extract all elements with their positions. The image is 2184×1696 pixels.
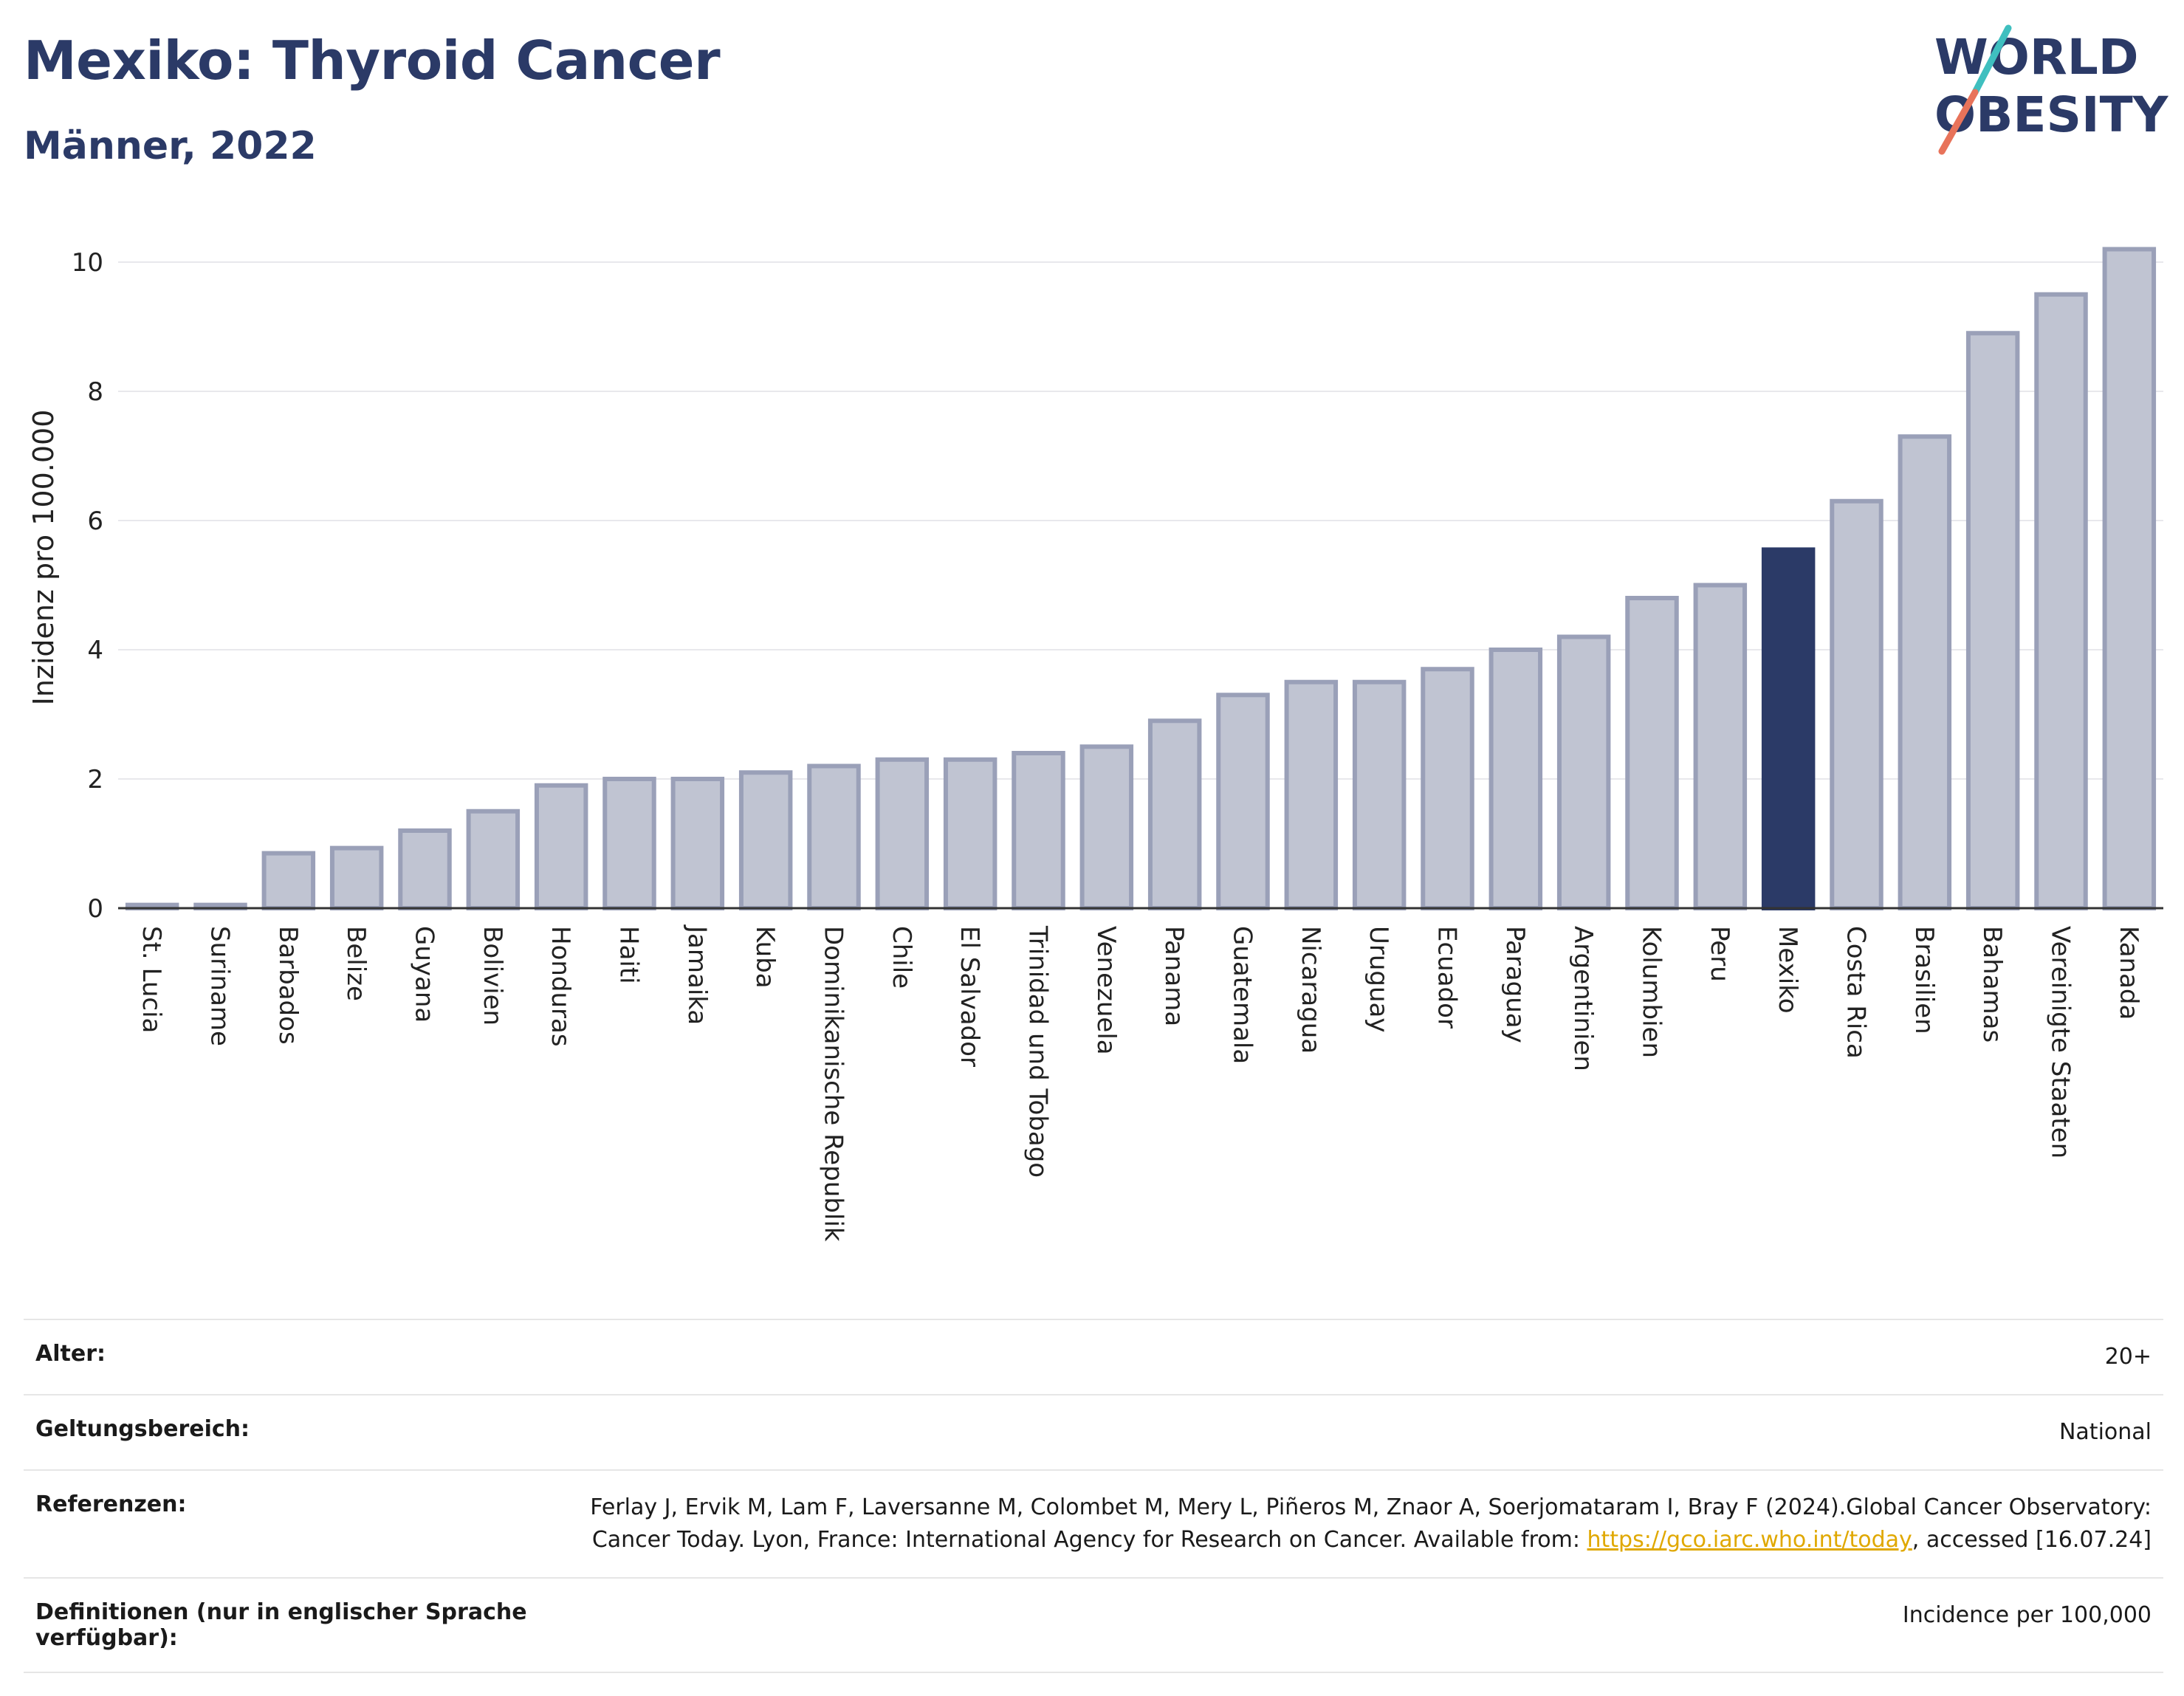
x-tick-label: Venezuela xyxy=(1091,926,1121,1055)
x-tick-label: Honduras xyxy=(546,926,575,1047)
reference-accessed: , accessed [16.07.24] xyxy=(1912,1527,2152,1553)
bar xyxy=(534,783,588,910)
y-tick-label: 0 xyxy=(87,894,103,924)
x-tick-label: Bahamas xyxy=(1977,926,2007,1043)
y-tick-label: 10 xyxy=(72,248,103,278)
y-tick-label: 4 xyxy=(87,636,103,665)
bar xyxy=(738,770,793,910)
x-tick-label: Uruguay xyxy=(1364,926,1393,1033)
bar xyxy=(1693,583,1748,910)
bar xyxy=(807,763,861,910)
y-axis-label: Inzidenz pro 100.000 xyxy=(27,410,60,706)
bar xyxy=(466,808,521,910)
bar xyxy=(875,757,930,910)
bar xyxy=(398,828,452,910)
bar xyxy=(1079,744,1134,910)
reference-text: Ferlay J, Ervik M, Lam F, Laversanne M, … xyxy=(590,1494,2152,1553)
x-tick-label: Kanada xyxy=(2114,926,2143,1020)
metadata-table: Alter: 20+ Geltungsbereich: National Ref… xyxy=(24,1319,2163,1673)
bar xyxy=(2102,247,2157,910)
x-tick-label: Costa Rica xyxy=(1841,926,1871,1059)
bar xyxy=(1556,634,1611,910)
x-tick-label: Dominikanische Republik xyxy=(819,926,848,1242)
bar xyxy=(1488,648,1543,910)
bar-chart: 0 2 4 6 8 10 Inzidenz pro 100.000 St. Lucia Suri… xyxy=(27,247,2163,1242)
y-tick-label: 2 xyxy=(87,765,103,794)
meta-key: Alter: xyxy=(35,1341,106,1367)
meta-value: National xyxy=(2058,1419,2152,1445)
x-tick-label: Brasilien xyxy=(1909,926,1939,1034)
x-tick-label: Mexiko xyxy=(1773,926,1802,1014)
reference-link[interactable]: https://gco.iarc.who.int/today xyxy=(1587,1527,1912,1553)
x-tick-label: Argentinien xyxy=(1568,926,1598,1071)
x-tick-label: Bolivien xyxy=(478,926,507,1026)
x-tick-label: Trinidad und Tobago xyxy=(1023,925,1053,1178)
meta-row-references: Referenzen: Ferlay J, Ervik M, Lam F, La… xyxy=(24,1469,2163,1577)
page-subtitle: Männer, 2022 xyxy=(24,124,317,168)
y-tick-label: 6 xyxy=(87,507,103,536)
world-obesity-logo: WORLD OBESITY xyxy=(1934,24,2169,155)
bar xyxy=(1625,596,1679,910)
meta-value: Ferlay J, Ervik M, Lam F, Laversanne M, … xyxy=(567,1491,2152,1556)
bar xyxy=(1147,718,1202,910)
meta-row-definitions: Definitionen (nur in englischer Sprache … xyxy=(24,1577,2163,1673)
x-tick-label: Nicaragua xyxy=(1296,926,1325,1054)
bar xyxy=(1421,667,1474,910)
bar xyxy=(1012,751,1065,910)
bar xyxy=(602,777,656,910)
x-tick-label: Chile xyxy=(887,926,916,989)
x-tick-label: St. Lucia xyxy=(137,926,166,1033)
x-tick-label: El Salvador xyxy=(955,926,984,1067)
bar xyxy=(329,845,384,910)
bar xyxy=(670,777,725,910)
meta-key: Geltungsbereich: xyxy=(35,1416,250,1442)
x-tick-label: Panama xyxy=(1159,926,1189,1026)
x-tick-label: Barbados xyxy=(273,926,303,1045)
x-tick-label: Paraguay xyxy=(1500,926,1530,1043)
x-tick-label: Haiti xyxy=(614,926,644,984)
x-tick-label: Ecuador xyxy=(1432,926,1462,1029)
logo-line1: WORLD xyxy=(1934,29,2139,86)
bar xyxy=(1898,434,1952,910)
x-tick-label: Peru xyxy=(1705,926,1734,982)
bar xyxy=(261,851,316,910)
meta-row-age: Alter: 20+ xyxy=(24,1319,2163,1394)
meta-value: 20+ xyxy=(2104,1344,2152,1370)
x-tick-label: Suriname xyxy=(205,926,235,1046)
bar xyxy=(2034,292,2088,910)
meta-value: Incidence per 100,000 xyxy=(1902,1602,2152,1628)
bar xyxy=(1216,693,1270,910)
meta-key: Definitionen (nur in englischer Sprache … xyxy=(35,1599,527,1651)
bar xyxy=(943,757,997,910)
page-title: Mexiko: Thyroid Cancer xyxy=(24,30,721,92)
meta-key: Referenzen: xyxy=(35,1491,187,1517)
x-tick-label: Kuba xyxy=(750,926,780,989)
bar-highlight xyxy=(1761,547,1816,910)
bar xyxy=(1830,498,1883,910)
x-tick-label: Guyana xyxy=(410,926,439,1023)
x-tick-label: Vereinigte Staaten xyxy=(2046,926,2075,1158)
x-tick-label: Belize xyxy=(341,926,371,1001)
bar xyxy=(1965,331,2020,910)
meta-row-scope: Geltungsbereich: National xyxy=(24,1394,2163,1469)
y-tick-label: 8 xyxy=(87,377,103,407)
bar xyxy=(1352,679,1407,910)
x-tick-label: Jamaika xyxy=(682,924,712,1025)
bar xyxy=(1284,679,1339,910)
x-tick-label: Guatemala xyxy=(1228,926,1257,1064)
x-tick-label: Kolumbien xyxy=(1637,926,1666,1058)
